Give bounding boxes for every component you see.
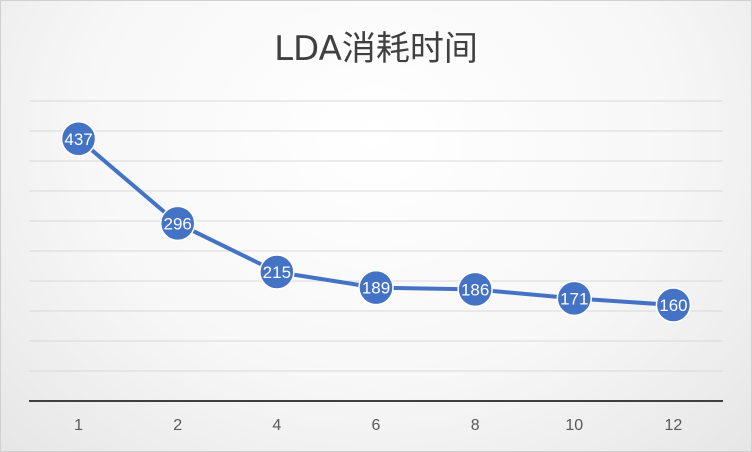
x-tick-label: 10 (565, 417, 583, 434)
x-tick-label: 12 (665, 417, 683, 434)
x-tick-label: 6 (372, 417, 381, 434)
data-label: 437 (64, 130, 92, 149)
x-tick-label: 4 (272, 417, 281, 434)
data-label: 296 (164, 214, 192, 233)
data-point (60, 121, 97, 157)
data-label: 160 (659, 296, 687, 315)
data-point (655, 287, 692, 323)
data-point (259, 254, 295, 290)
data-point (457, 271, 493, 308)
x-axis: 1 2 4 6 8 10 12 (29, 400, 723, 434)
data-labels: 437 296 215 189 186 171 160 (64, 130, 687, 315)
gridlines (29, 100, 723, 372)
data-point (556, 280, 593, 317)
data-point (358, 269, 394, 306)
x-tick-label: 2 (173, 417, 182, 434)
data-label: 189 (362, 279, 390, 298)
data-label: 171 (560, 289, 588, 308)
chart-title: LDA消耗时间 (274, 29, 478, 69)
data-label: 186 (461, 280, 489, 299)
x-tick-label: 1 (74, 417, 83, 434)
data-point (159, 205, 196, 242)
x-tick-label: 8 (471, 417, 480, 434)
data-label: 215 (263, 263, 291, 282)
series (60, 121, 692, 323)
